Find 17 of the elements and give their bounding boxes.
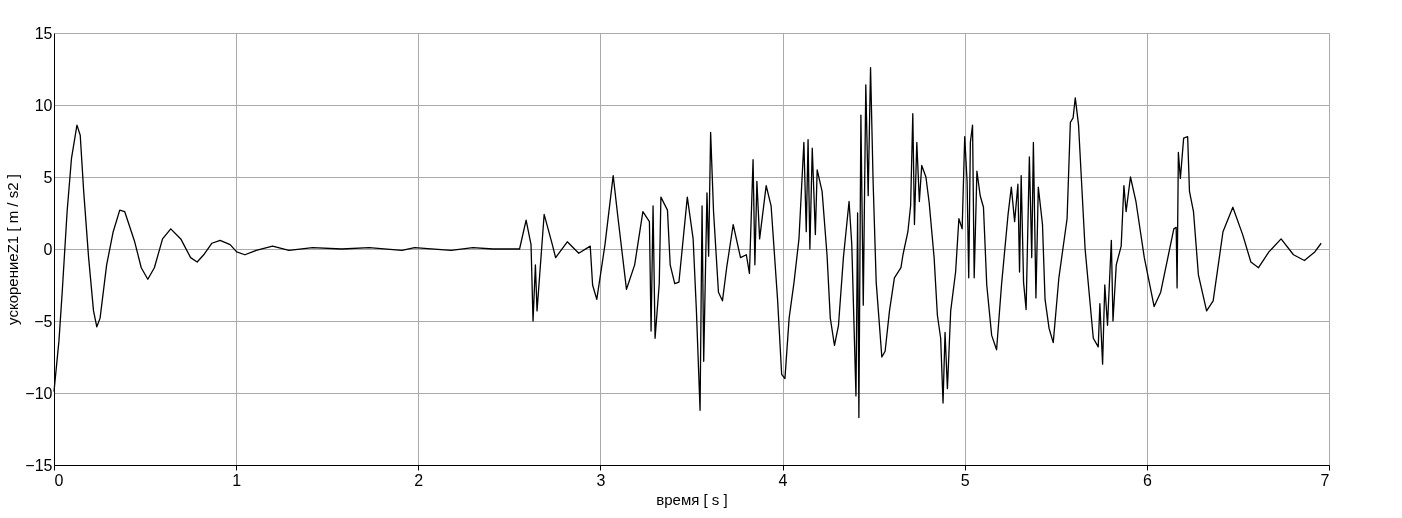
x-tick-label: 2 xyxy=(414,471,424,489)
x-tick-label: 4 xyxy=(778,471,788,489)
y-tick-label: −15 xyxy=(25,456,53,474)
y-tick-label: 15 xyxy=(34,24,53,42)
y-tick-label: 5 xyxy=(43,168,53,186)
y-axis-title: ускорениеZ1 [ m / s2 ] xyxy=(4,174,22,325)
x-tick-label: 6 xyxy=(1142,471,1152,489)
x-tick-label: 5 xyxy=(960,471,970,489)
y-tick-label: 10 xyxy=(34,96,53,114)
x-tick-label: 1 xyxy=(232,471,242,489)
y-tick-label: 0 xyxy=(43,240,53,258)
x-axis-title: время [ s ] xyxy=(656,490,728,508)
y-tick-label: −10 xyxy=(25,384,53,402)
y-tick-label: −5 xyxy=(34,312,53,330)
x-tick-label: 3 xyxy=(596,471,606,489)
x-tick-label: 7 xyxy=(1320,471,1330,489)
x-tick-label: 0 xyxy=(54,471,64,489)
